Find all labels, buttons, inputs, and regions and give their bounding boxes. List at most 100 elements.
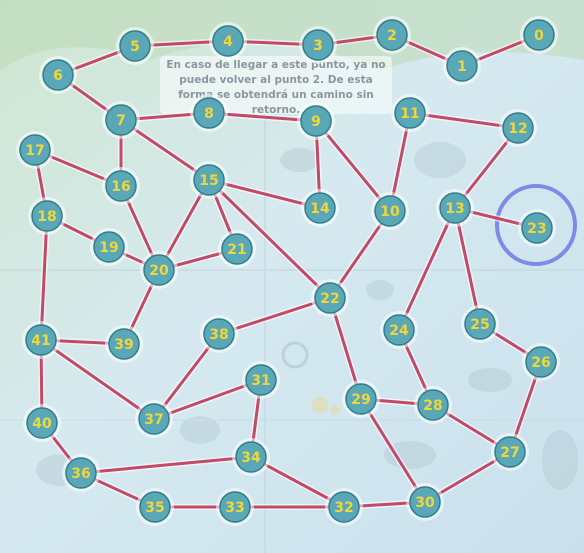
node-20[interactable]: 20 [140,251,178,289]
node-disc [26,407,58,439]
node-label: 3 [313,38,323,54]
node-26[interactable]: 26 [522,343,560,381]
node-22[interactable]: 22 [311,279,349,317]
node-19[interactable]: 19 [90,228,128,266]
edge-38-22 [217,296,332,336]
node-disc [374,195,406,227]
node-disc [193,164,225,196]
node-4[interactable]: 4 [209,22,247,60]
edge-41-37 [39,338,156,421]
node-28[interactable]: 28 [414,386,452,424]
edge-29-30 [359,397,427,504]
node-38[interactable]: 38 [200,315,238,353]
node-disc [42,59,74,91]
node-14[interactable]: 14 [301,189,339,227]
node-label: 17 [25,143,44,159]
node-label: 21 [227,242,246,258]
node-label: 1 [457,59,467,75]
node-1[interactable]: 1 [443,47,481,85]
node-33[interactable]: 33 [216,488,254,526]
node-12[interactable]: 12 [499,109,537,147]
node-32[interactable]: 32 [325,488,363,526]
node-6[interactable]: 6 [39,56,77,94]
node-label: 0 [534,28,544,44]
node-disc [502,112,534,144]
node-24[interactable]: 24 [380,311,418,349]
node-8[interactable]: 8 [190,94,228,132]
node-label: 28 [423,398,442,414]
node-35[interactable]: 35 [136,488,174,526]
node-17[interactable]: 17 [16,131,54,169]
node-label: 38 [209,327,228,343]
node-label: 18 [37,209,56,225]
node-3[interactable]: 3 [299,26,337,64]
node-label: 11 [400,106,419,122]
node-disc [143,254,175,286]
node-40[interactable]: 40 [23,404,61,442]
node-9[interactable]: 9 [297,102,335,140]
node-29[interactable]: 29 [342,380,380,418]
node-disc [19,134,51,166]
node-18[interactable]: 18 [28,197,66,235]
node-5[interactable]: 5 [116,27,154,65]
node-disc [314,282,346,314]
node-label: 32 [334,500,353,516]
node-36[interactable]: 36 [62,454,100,492]
node-disc [212,25,244,57]
node-label: 27 [500,445,519,461]
node-label: 6 [53,68,63,84]
node-7[interactable]: 7 [102,101,140,139]
node-2[interactable]: 2 [373,16,411,54]
node-27[interactable]: 27 [491,433,529,471]
node-label: 20 [149,263,169,279]
node-label: 7 [116,113,126,129]
node-disc [464,308,496,340]
node-label: 37 [144,412,163,428]
node-disc [138,403,170,435]
node-25[interactable]: 25 [461,305,499,343]
node-label: 35 [145,500,164,516]
node-label: 39 [114,337,133,353]
node-37[interactable]: 37 [135,400,173,438]
node-label: 9 [311,114,321,130]
node-label: 14 [310,201,330,217]
node-label: 34 [241,450,261,466]
node-label: 33 [225,500,244,516]
node-disc [394,97,426,129]
node-label: 30 [415,495,435,511]
node-0[interactable]: 0 [520,16,558,54]
node-39[interactable]: 39 [105,325,143,363]
node-disc [328,491,360,523]
node-30[interactable]: 30 [406,483,444,521]
node-31[interactable]: 31 [242,361,280,399]
node-label: 4 [223,34,233,50]
node-15[interactable]: 15 [190,161,228,199]
node-disc [93,231,125,263]
highlight-ring [495,184,577,266]
node-disc [203,318,235,350]
edge-13-25 [453,206,482,326]
node-label: 5 [130,39,140,55]
node-disc [105,170,137,202]
node-disc [25,324,57,356]
node-label: 8 [204,106,214,122]
node-13[interactable]: 13 [436,189,474,227]
node-16[interactable]: 16 [102,167,140,205]
edge-9-10 [314,119,392,213]
node-10[interactable]: 10 [371,192,409,230]
node-41[interactable]: 41 [22,321,60,359]
node-disc [417,389,449,421]
node-11[interactable]: 11 [391,94,429,132]
node-label: 22 [320,291,339,307]
info-note-text: En caso de llegar a este punto, ya no pu… [166,59,386,114]
node-disc [302,29,334,61]
node-23[interactable]: 23 [518,209,556,247]
node-disc [521,212,553,244]
node-disc [119,30,151,62]
node-label: 25 [470,317,489,333]
node-label: 29 [351,392,370,408]
node-21[interactable]: 21 [218,230,256,268]
node-34[interactable]: 34 [232,438,270,476]
